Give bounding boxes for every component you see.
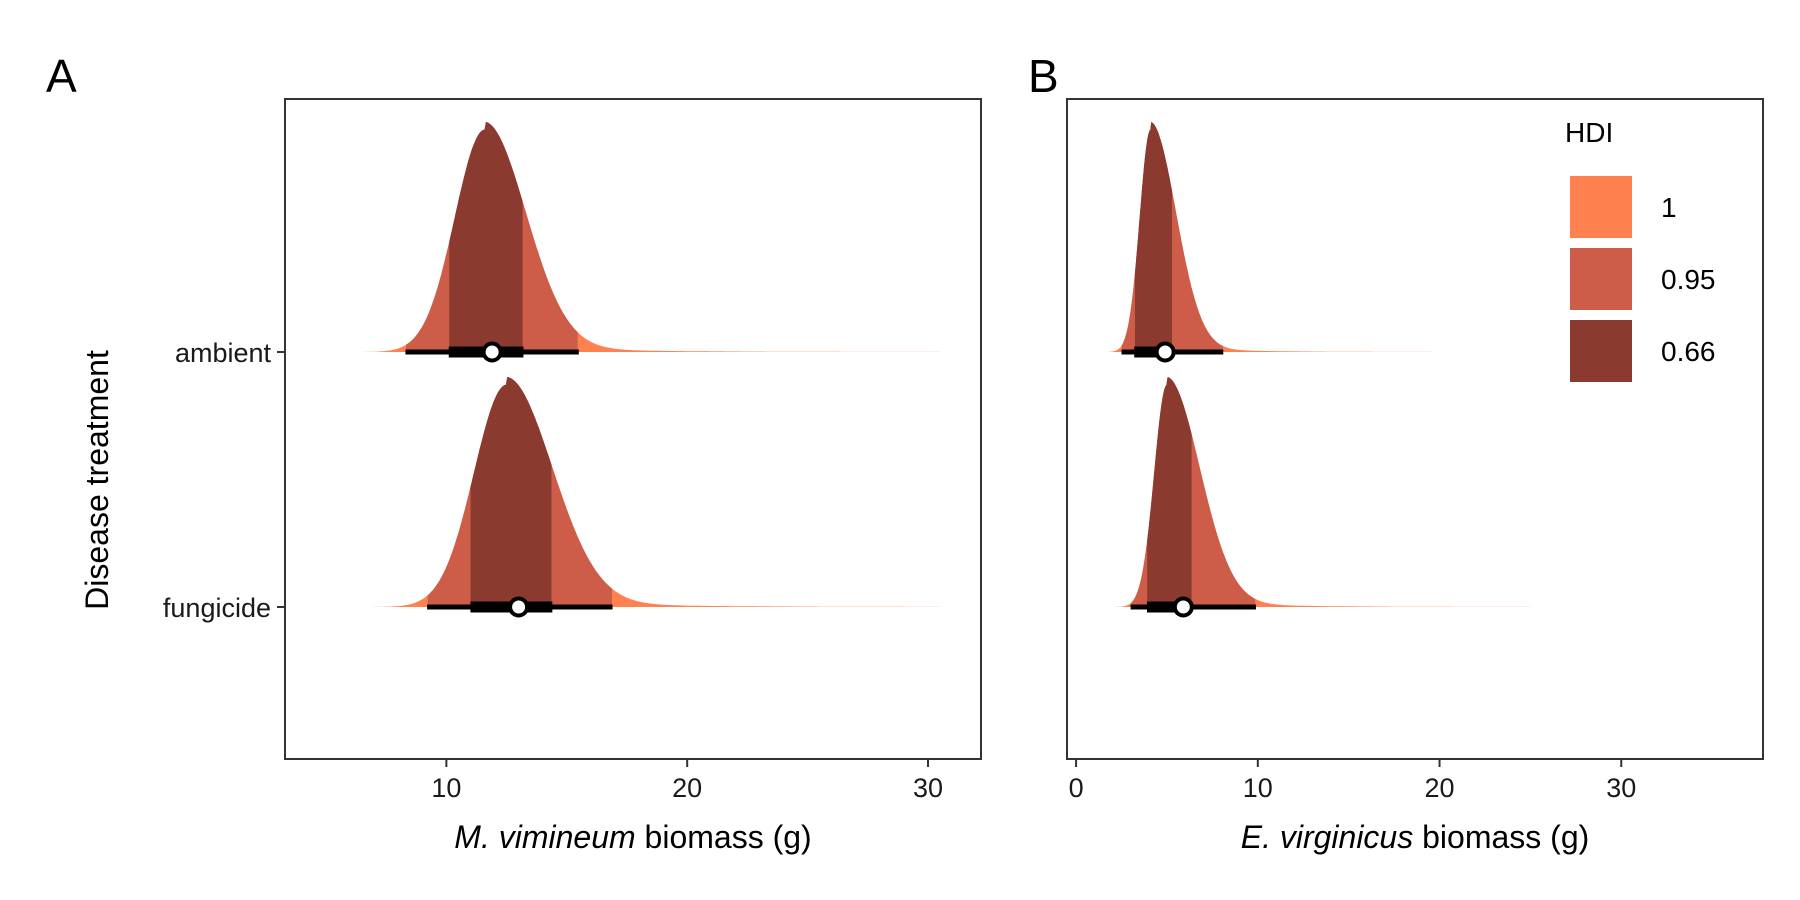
x-tick-label-20: 20 — [1425, 773, 1455, 803]
legend-label-0: 1 — [1661, 192, 1677, 223]
panel-b: B 0 10 20 30 E. virginicus biomass (g) — [1028, 50, 1764, 855]
density-ambient-hdi-66-band — [449, 122, 523, 352]
panel-a-x-axis-title: M. vimineum biomass (g) — [454, 819, 811, 855]
panel-a-x-title-unit: biomass (g) — [636, 819, 812, 855]
panel-a: A ambient fungicide 10 20 30 M. vimineum bi… — [46, 50, 982, 855]
legend-swatch-2 — [1570, 320, 1632, 382]
x-tick-label-10: 10 — [1243, 773, 1273, 803]
panel-a-tag: A — [46, 50, 77, 102]
panel-b-x-title-species: E. virginicus — [1241, 819, 1414, 855]
y-tick-label-ambient: ambient — [175, 338, 272, 368]
x-tick-label-30: 30 — [1606, 773, 1636, 803]
x-tick-label-0: 0 — [1069, 773, 1084, 803]
panel-a-x-title-species: M. vimineum — [454, 819, 635, 855]
x-tick-label-30: 30 — [913, 773, 943, 803]
panel-a-x-axis: 10 20 30 — [431, 759, 943, 803]
density-fungicide-hdi-66-band — [470, 377, 552, 607]
point-estimate-ambient — [1154, 341, 1176, 363]
density-fungicide-hdi-100-band — [309, 377, 941, 607]
panel-b-border — [1066, 98, 1764, 760]
point-estimate-fungicide — [508, 596, 530, 618]
panel-b-marks — [1108, 122, 1713, 618]
panel-a-y-axis: ambient fungicide — [163, 338, 285, 623]
panel-a-marks — [309, 122, 965, 618]
panel-b-x-axis: 0 10 20 30 — [1069, 759, 1636, 803]
panel-b-x-axis-title: E. virginicus biomass (g) — [1241, 819, 1590, 855]
legend-label-2: 0.66 — [1661, 336, 1716, 367]
density-ambient-hdi-66-band — [1135, 122, 1172, 352]
density-ambient-hdi-100-band — [309, 122, 965, 352]
point-estimate-fungicide — [1172, 596, 1194, 618]
panel-b-tag: B — [1028, 50, 1059, 102]
legend-swatch-0 — [1570, 176, 1632, 238]
panel-a-border — [284, 98, 982, 760]
x-tick-label-10: 10 — [431, 773, 461, 803]
point-estimate-ambient — [481, 341, 503, 363]
legend-label-1: 0.95 — [1661, 264, 1716, 295]
legend-swatch-1 — [1570, 248, 1632, 310]
y-axis-title: Disease treatment — [79, 350, 115, 610]
x-tick-label-20: 20 — [672, 773, 702, 803]
y-tick-label-fungicide: fungicide — [163, 593, 271, 623]
panel-b-x-title-unit: biomass (g) — [1413, 819, 1589, 855]
density-fungicide-hdi-66-band — [1147, 377, 1192, 607]
legend: HDI 1 0.95 0.66 — [1565, 117, 1716, 382]
legend-title: HDI — [1565, 117, 1613, 148]
